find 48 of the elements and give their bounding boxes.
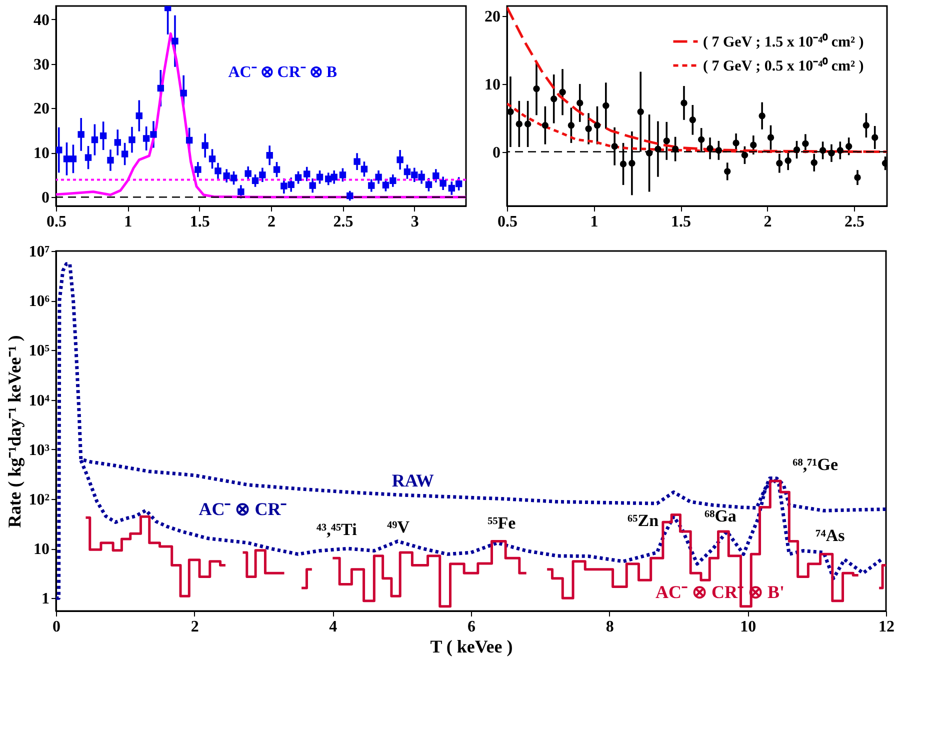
x-tick-label: 0.5 xyxy=(46,214,66,230)
y-tick-label: 40 xyxy=(34,12,50,29)
annotation: ⁵⁵Fe xyxy=(488,513,516,532)
x-tick-label: 10 xyxy=(740,618,756,636)
y-tick-label: 10⁶ xyxy=(28,293,50,310)
annotation: ⁴⁹V xyxy=(387,518,410,537)
y-tick-label: 0 xyxy=(42,190,50,207)
y-tick-label: 10³ xyxy=(28,442,50,459)
y-tick-label: 1 xyxy=(42,590,50,608)
annotation: ⁶⁵Zn xyxy=(628,510,660,530)
y-tick-label: 10 xyxy=(34,145,50,162)
x-tick-label: 1.5 xyxy=(671,214,692,230)
series-label: AC⁻ ⊗ CR⁻ xyxy=(198,499,287,520)
x-tick-label: 2.5 xyxy=(333,214,354,230)
x-tick-label: 3 xyxy=(410,214,419,230)
annotation: ⁶⁸Ga xyxy=(704,506,737,526)
y-tick-label: 30 xyxy=(34,56,50,74)
y-tick-label: 10² xyxy=(28,491,50,508)
text: AC⁻ ⊗ CR⁻ ⊗ B xyxy=(228,64,338,81)
x-tick-label: 2 xyxy=(268,214,276,230)
x-tick-label: 4 xyxy=(329,618,338,636)
annotation: ⁴³,⁴⁵Ti xyxy=(316,520,358,539)
x-tick-label: 2 xyxy=(764,214,772,230)
annotation: ⁷⁴As xyxy=(816,526,846,546)
y-tick-label: 10⁵ xyxy=(28,342,50,360)
x-tick-label: 12 xyxy=(878,618,894,636)
x-tick-label: 6 xyxy=(468,618,476,636)
x-tick-label: 8 xyxy=(606,618,614,636)
y-tick-label: 20 xyxy=(34,100,50,118)
y-tick-label: 0 xyxy=(492,144,500,162)
y-axis-title: Rate ( kg⁻¹day⁻¹ keVee⁻¹ ) xyxy=(4,335,25,528)
y-tick-label: 10 xyxy=(34,541,50,558)
y-tick-label: 20 xyxy=(484,8,500,26)
y-tick-label: 10⁷ xyxy=(28,244,50,260)
x-tick-label: 0.5 xyxy=(498,214,518,230)
x-tick-label: 1.5 xyxy=(190,214,210,230)
legend-label: ( 7 GeV ; 0.5 x 10⁻⁴⁰ cm² ) xyxy=(703,56,864,74)
x-tick-label: 1 xyxy=(124,214,132,230)
x-tick-label: 2 xyxy=(190,618,199,636)
x-tick-label: 1 xyxy=(590,214,598,230)
series-label: RAW xyxy=(392,470,434,490)
y-tick-label: 10 xyxy=(484,76,500,94)
y-tick-label: 10⁴ xyxy=(28,392,50,410)
annotation: ⁶⁸,⁷¹Ge xyxy=(792,455,838,474)
x-axis-title: T ( keVee ) xyxy=(430,636,513,656)
x-tick-label: 0 xyxy=(52,618,60,636)
x-tick-label: 2.5 xyxy=(844,214,865,230)
legend-label: ( 7 GeV ; 1.5 x 10⁻⁴⁰ cm² ) xyxy=(703,32,864,50)
